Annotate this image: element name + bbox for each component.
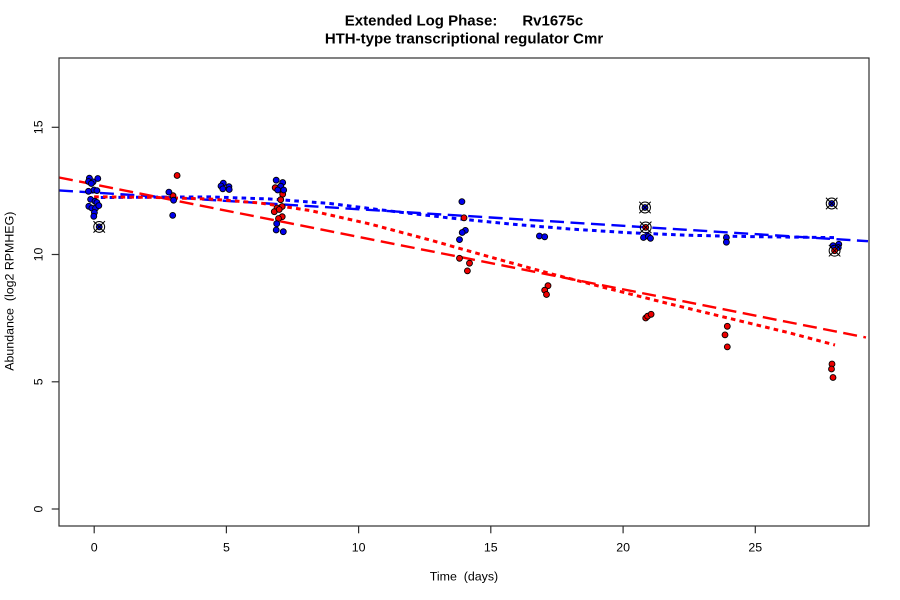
svg-text:Abundance (log2 RPMHEG): Abundance (log2 RPMHEG): [3, 212, 17, 371]
svg-text:Extended Log Phase: Rv167: Extended Log Phase: Rv1675c: [345, 12, 583, 29]
svg-text:10: 10: [32, 248, 46, 262]
svg-text:HTH-type transcriptional regul: HTH-type transcriptional regulator Cmr: [325, 30, 604, 47]
svg-text:0: 0: [32, 505, 46, 512]
svg-text:20: 20: [616, 541, 630, 555]
svg-text:15: 15: [32, 120, 46, 134]
svg-text:Time (days): Time (days): [430, 570, 498, 584]
svg-text:0: 0: [91, 541, 98, 555]
svg-text:10: 10: [352, 541, 366, 555]
svg-text:15: 15: [484, 541, 498, 555]
svg-text:25: 25: [748, 541, 762, 555]
svg-text:5: 5: [32, 378, 46, 385]
svg-text:5: 5: [223, 541, 230, 555]
